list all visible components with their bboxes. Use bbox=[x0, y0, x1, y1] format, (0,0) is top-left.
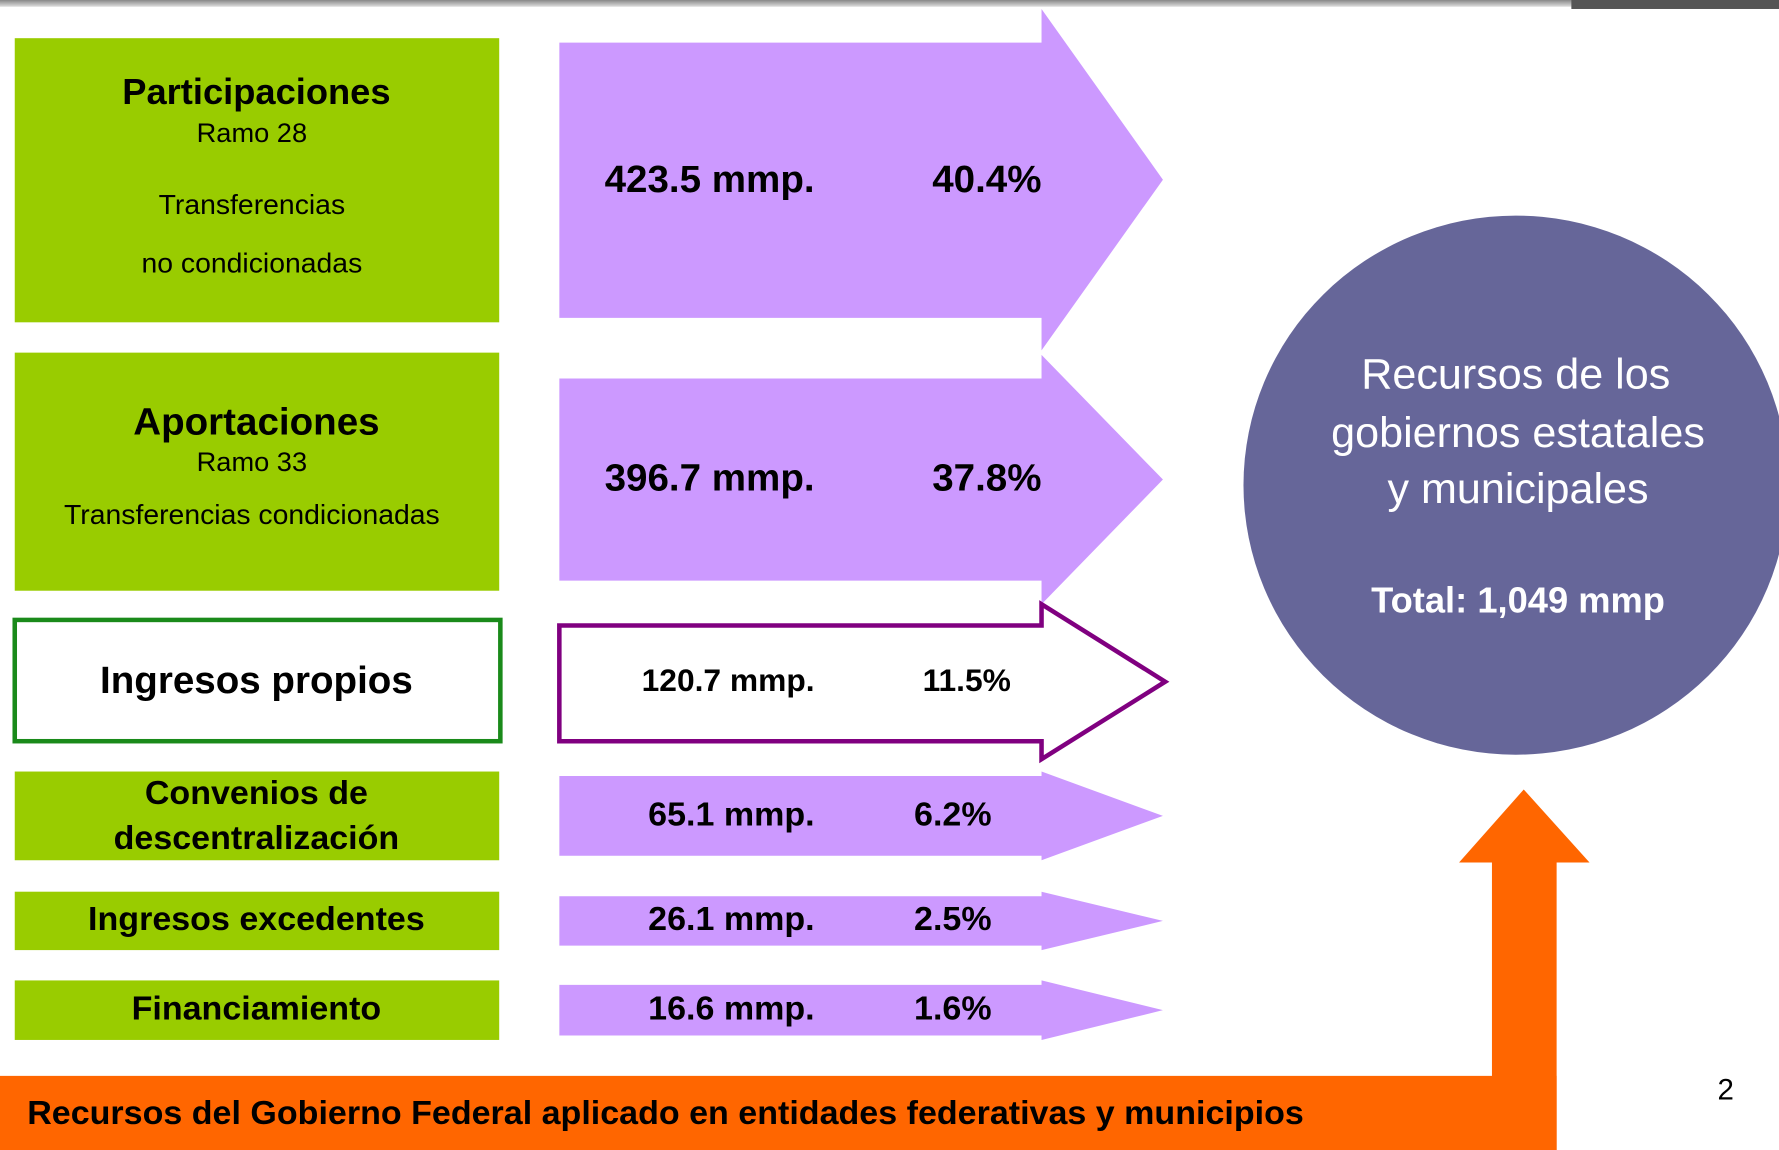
total-circle bbox=[1243, 215, 1779, 755]
flow-arrow bbox=[557, 600, 1170, 764]
amount: 396.7 mmp. bbox=[605, 457, 815, 500]
amount: 16.6 mmp. bbox=[648, 990, 814, 1028]
banner bbox=[0, 1075, 1557, 1150]
percent: 11.5% bbox=[923, 662, 1011, 698]
row-label: descentralización bbox=[114, 819, 400, 857]
flow-arrow bbox=[559, 8, 1163, 351]
label-box bbox=[14, 771, 500, 861]
top-bar-corner bbox=[1571, 0, 1779, 9]
circle-total: Total: 1,049 mmp bbox=[1371, 580, 1665, 621]
percent: 2.5% bbox=[914, 900, 992, 938]
rows: Participaciones Ramo 28 Transferencias no c… bbox=[12, 8, 1170, 1040]
label-box bbox=[14, 38, 500, 323]
row-label: Participaciones bbox=[122, 71, 390, 112]
row-label: Aportaciones bbox=[133, 401, 379, 444]
label-box bbox=[12, 617, 503, 744]
circle-line: gobiernos estatales bbox=[1331, 409, 1705, 457]
row-subline: no condicionadas bbox=[141, 247, 362, 279]
banner-text: Recursos del Gobierno Federal aplicado e… bbox=[27, 1094, 1304, 1132]
top-bar bbox=[0, 0, 1779, 7]
row-subline: Ramo 28 bbox=[197, 117, 307, 148]
amount: 423.5 mmp. bbox=[605, 158, 815, 201]
row-subline: Transferencias bbox=[159, 188, 346, 220]
amount: 120.7 mmp. bbox=[642, 662, 815, 698]
page-number: 2 bbox=[1717, 1073, 1733, 1106]
circle-line: y municipales bbox=[1388, 465, 1649, 513]
row-label: Ingresos excedentes bbox=[88, 900, 425, 938]
amount: 65.1 mmp. bbox=[648, 796, 814, 834]
amount: 26.1 mmp. bbox=[648, 900, 814, 938]
percent: 6.2% bbox=[914, 796, 992, 834]
percent: 40.4% bbox=[932, 158, 1041, 201]
row-label: Ingresos propios bbox=[100, 659, 413, 702]
label-box bbox=[14, 891, 500, 951]
up-arrow bbox=[1459, 789, 1590, 1150]
row-label: Financiamiento bbox=[132, 990, 382, 1028]
percent: 1.6% bbox=[914, 990, 992, 1028]
flow-arrow bbox=[559, 980, 1163, 1040]
label-box bbox=[14, 352, 500, 591]
flow-arrow bbox=[559, 891, 1163, 951]
flow-arrow bbox=[559, 354, 1163, 605]
circle-line: Recursos de los bbox=[1361, 351, 1670, 399]
row-label: Convenios de bbox=[145, 774, 368, 812]
row-subline: Transferencias condicionadas bbox=[64, 498, 440, 530]
label-box bbox=[14, 980, 500, 1040]
percent: 37.8% bbox=[932, 457, 1041, 500]
flow-arrow bbox=[559, 771, 1163, 861]
row-subline: Ramo 33 bbox=[197, 446, 307, 477]
